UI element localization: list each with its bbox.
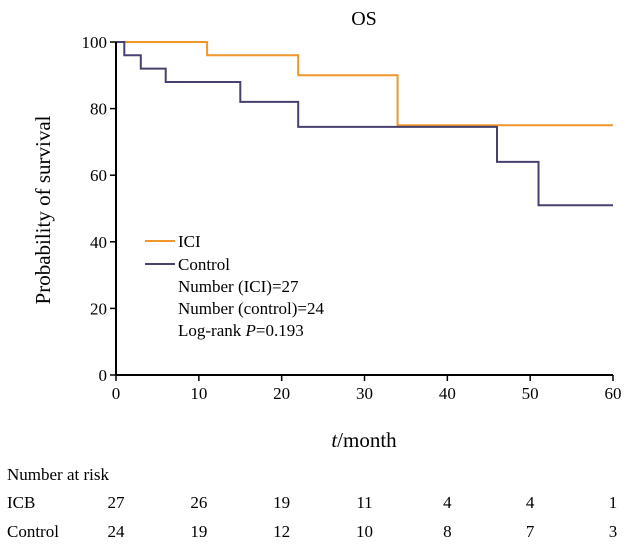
risk-cell: 4 (443, 493, 452, 512)
annotation-number-control: Number (control)=24 (178, 299, 325, 318)
y-tick-label: 20 (90, 299, 107, 318)
x-axis-label: t/month (331, 428, 397, 452)
y-tick-label: 100 (82, 33, 108, 52)
risk-cell: 1 (608, 493, 618, 512)
x-tick-label: 50 (522, 384, 539, 403)
risk-cell: 3 (608, 522, 618, 541)
logrank-label: Log-rank (178, 321, 246, 340)
risk-cell: 19 (190, 522, 208, 541)
risk-cell: 11 (356, 493, 373, 512)
legend: ICI Control Number (ICI)=27 Number (cont… (145, 232, 325, 340)
risk-cell: 7 (525, 522, 535, 541)
risk-row-label: Control (7, 522, 59, 541)
x-tick-label: 10 (190, 384, 207, 403)
x-tick-label: 0 (112, 384, 121, 403)
x-tick-label: 30 (356, 384, 373, 403)
x-tick-label: 60 (605, 384, 622, 403)
risk-cell: 4 (525, 493, 535, 512)
risk-cell: 8 (443, 522, 452, 541)
plot-area: 0 20 40 60 80 100 0 10 20 30 40 50 60 (82, 33, 622, 403)
logrank-p: P (245, 321, 256, 340)
annotation-logrank: Log-rank P=0.193 (178, 321, 304, 340)
x-axis-label-italic: t (331, 428, 338, 452)
y-tick-label: 0 (99, 366, 108, 385)
logrank-value: =0.193 (256, 321, 304, 340)
legend-label-control: Control (178, 255, 230, 274)
risk-cell: 26 (190, 493, 208, 512)
x-tick-label: 40 (439, 384, 456, 403)
risk-cell: 10 (356, 522, 373, 541)
y-tick-label: 60 (90, 166, 107, 185)
x-tick-label: 20 (273, 384, 290, 403)
y-tick-label: 40 (90, 233, 107, 252)
survival-chart: OS Probability of survival 0204060801000… (31, 8, 622, 452)
chart-title: OS (351, 8, 377, 30)
risk-row-label: ICB (7, 493, 36, 512)
risk-cell: 27 (107, 493, 125, 512)
risk-cell: 12 (273, 522, 291, 541)
y-tick-label: 80 (90, 100, 107, 119)
y-axis-label: Probability of survival (31, 115, 55, 304)
annotation-number-ici: Number (ICI)=27 (178, 277, 299, 296)
risk-table-header: Number at risk (7, 465, 109, 484)
risk-cell: 24 (107, 522, 125, 541)
risk-row: Control 24 19 12 10 8 7 3 (0, 522, 640, 544)
series-line-ici (116, 41, 613, 127)
series-line-control (116, 41, 613, 207)
x-axis-label-rest: /month (337, 428, 397, 452)
risk-cell: 19 (273, 493, 291, 512)
risk-row: ICB 27 26 19 11 4 4 1 (0, 493, 640, 515)
y-axis-label-text: Probability of survival (31, 115, 55, 304)
legend-label-ici: ICI (178, 232, 201, 251)
